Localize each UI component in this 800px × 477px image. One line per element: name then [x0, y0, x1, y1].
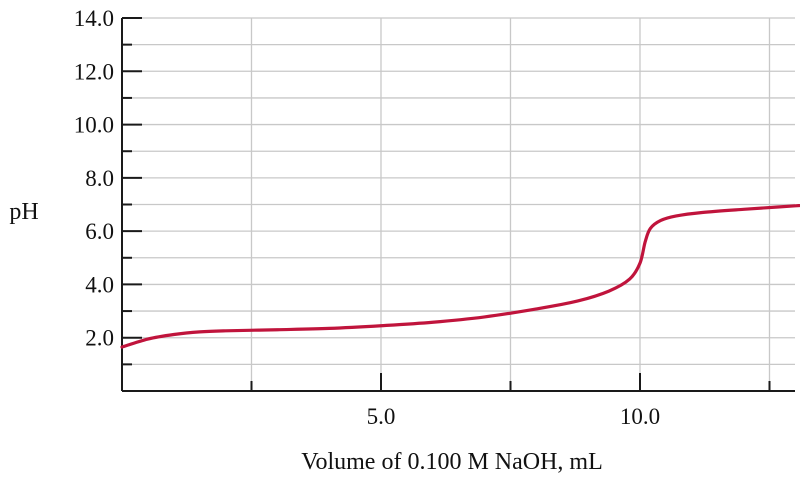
x-tick-label: 10.0 — [620, 404, 660, 429]
y-tick-label: 6.0 — [85, 219, 114, 244]
y-tick-label: 2.0 — [85, 326, 114, 351]
y-axis-title: pH — [9, 199, 38, 225]
y-tick-label: 10.0 — [74, 113, 114, 138]
y-tick-label: 8.0 — [85, 166, 114, 191]
y-tick-label: 12.0 — [74, 59, 114, 84]
titration-curve-line — [120, 203, 800, 349]
y-tick-label: 14.0 — [74, 6, 114, 31]
grid — [122, 17, 795, 391]
tick-labels: 2.04.06.08.010.012.014.05.010.015.020.02… — [74, 6, 660, 429]
x-tick-label: 5.0 — [367, 404, 396, 429]
tick-marks — [122, 17, 771, 391]
y-tick-label: 4.0 — [85, 272, 114, 297]
x-axis-title: Volume of 0.100 M NaOH, mL — [301, 449, 603, 475]
series — [120, 203, 800, 349]
